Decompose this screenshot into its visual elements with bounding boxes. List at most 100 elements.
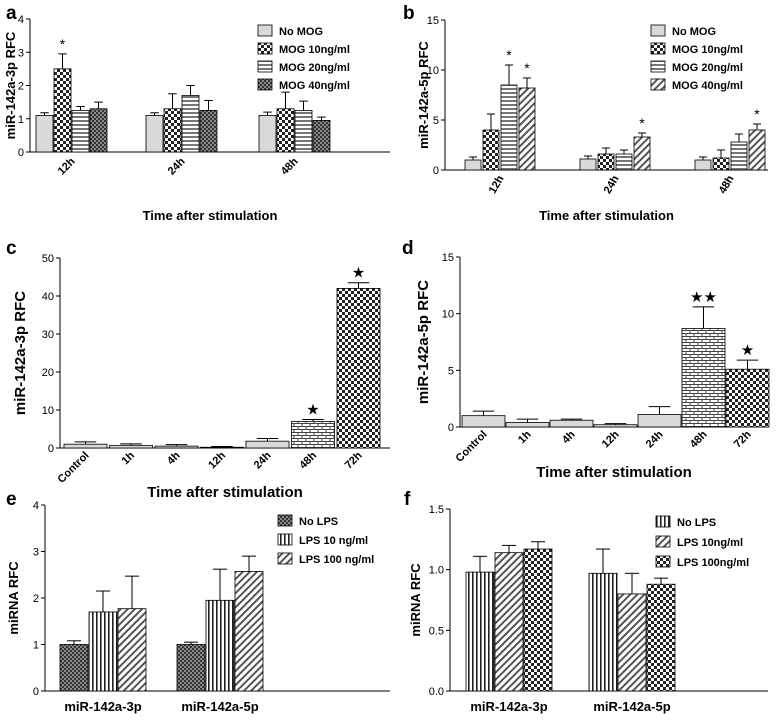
panel-f-chart: 0.0 0.5 1.0 1.5 miRNA RFC miR-142a-3p miR-142a…	[408, 504, 768, 714]
y-tick-label: 30	[42, 329, 54, 341]
y-tick-label: 10	[427, 65, 439, 77]
bar	[615, 153, 633, 171]
x-axis-label: Time after stimulation	[539, 208, 674, 223]
x-tick-label: 4h	[560, 428, 578, 446]
panel-letter-d: d	[402, 238, 414, 259]
panel-letter-e: e	[6, 489, 17, 510]
legend-label: LPS 100 ng/ml	[299, 554, 374, 566]
legend-label: MOG 20ng/ml	[279, 62, 350, 74]
legend-label: No MOG	[279, 26, 323, 38]
bar	[748, 129, 766, 171]
x-tick-label: Control	[55, 450, 91, 486]
legend-swatch	[277, 533, 293, 546]
bar	[465, 571, 495, 692]
x-tick-label: Control	[453, 429, 489, 465]
significance-marker: ★	[306, 402, 319, 419]
bar	[200, 446, 244, 449]
y-axis-label: miR-142a-3p RFC	[3, 31, 18, 139]
bar	[245, 440, 290, 449]
bar	[294, 110, 313, 153]
bar	[681, 327, 726, 428]
x-tick-label: miR-142a-3p	[470, 699, 547, 714]
y-tick-label: 4	[33, 500, 39, 512]
legend-swatch	[655, 555, 671, 568]
legend-label: No LPS	[677, 517, 716, 529]
bar	[637, 414, 682, 428]
significance-marker: *	[60, 36, 66, 52]
x-axis-label: Time after stimulation	[143, 208, 278, 223]
y-tick-label: 10	[42, 405, 54, 417]
bar	[205, 599, 235, 692]
y-tick-label: 0	[18, 147, 24, 159]
legend-swatch	[257, 24, 273, 37]
legend-swatch	[650, 42, 666, 55]
y-tick-label: 0	[33, 686, 39, 698]
legend-label: No LPS	[299, 516, 338, 528]
bar	[482, 129, 500, 171]
legend-swatch	[655, 515, 671, 528]
y-axis-label: miRNA RFC	[408, 563, 423, 637]
x-tick-label: 48h	[717, 173, 737, 196]
legend-label: MOG 20ng/ml	[672, 62, 743, 74]
panel-letter-c: c	[6, 238, 17, 259]
x-tick-label: 48h	[297, 449, 319, 471]
bar	[617, 593, 647, 692]
panel-letter-f: f	[404, 489, 411, 510]
bar	[549, 419, 594, 428]
bar	[71, 110, 90, 153]
y-axis-label: miR-142a-5p RFC	[415, 280, 432, 404]
y-tick-label: 0.5	[429, 625, 444, 637]
bar	[725, 368, 770, 428]
x-tick-label: 12h	[206, 449, 228, 471]
bar	[494, 552, 524, 692]
bar	[89, 108, 108, 153]
panel-b-chart: 0 5 10 15 miR-142a-5p RFC 12h 24h 48h Time after…	[416, 15, 768, 223]
y-tick-label: 5	[433, 115, 439, 127]
y-axis-label: miR-142a-5p RFC	[416, 41, 431, 149]
bar	[597, 153, 615, 171]
panel-e-chart: 0 1 2 3 4 miRNA RFC miR-142a-3p miR-142a-5p No L…	[6, 500, 390, 714]
bar	[181, 95, 200, 153]
y-tick-label: 0.0	[429, 686, 444, 698]
y-axis-label: miR-142a-3p RFC	[12, 291, 29, 415]
x-tick-label: 12h	[56, 155, 78, 177]
x-tick-label: 4h	[165, 449, 183, 467]
y-tick-label: 3	[33, 547, 39, 559]
bar	[35, 115, 54, 153]
x-tick-label: 12h	[487, 173, 507, 196]
x-tick-label: miR-142a-5p	[593, 699, 670, 714]
bar	[258, 115, 277, 153]
bar	[646, 583, 676, 692]
y-tick-label: 15	[427, 15, 439, 27]
significance-marker: ★	[352, 265, 365, 282]
bar	[154, 445, 199, 449]
y-tick-label: 1.0	[429, 565, 444, 577]
y-tick-label: 0	[433, 165, 439, 177]
legend-swatch	[257, 60, 273, 73]
y-tick-label: 2	[33, 593, 39, 605]
x-tick-label: 24h	[644, 428, 666, 450]
bar	[464, 159, 482, 171]
y-tick-label: 1	[33, 640, 39, 652]
bar	[145, 115, 164, 153]
x-tick-label: 24h	[166, 155, 188, 177]
y-tick-label: 0	[448, 422, 454, 434]
bar	[579, 158, 597, 171]
bar	[199, 110, 218, 153]
bar	[336, 287, 381, 449]
y-tick-label: 3	[18, 47, 24, 59]
legend-swatch	[650, 60, 666, 73]
panel-c-chart: 0 10 20 30 40 50 miR-142a-3p RFC Control 1h 4h 12h…	[12, 253, 390, 501]
bar	[63, 443, 108, 449]
x-tick-label: 72h	[732, 428, 754, 450]
bar	[505, 422, 550, 428]
legend-label: MOG 10ng/ml	[672, 44, 743, 56]
y-tick-label: 2	[18, 81, 24, 93]
legend-label: No MOG	[672, 26, 716, 38]
y-tick-label: 10	[442, 309, 454, 321]
legend-swatch	[650, 78, 666, 91]
x-tick-label: miR-142a-5p	[181, 699, 258, 714]
bar	[291, 420, 335, 449]
x-tick-label: 12h	[600, 428, 622, 450]
